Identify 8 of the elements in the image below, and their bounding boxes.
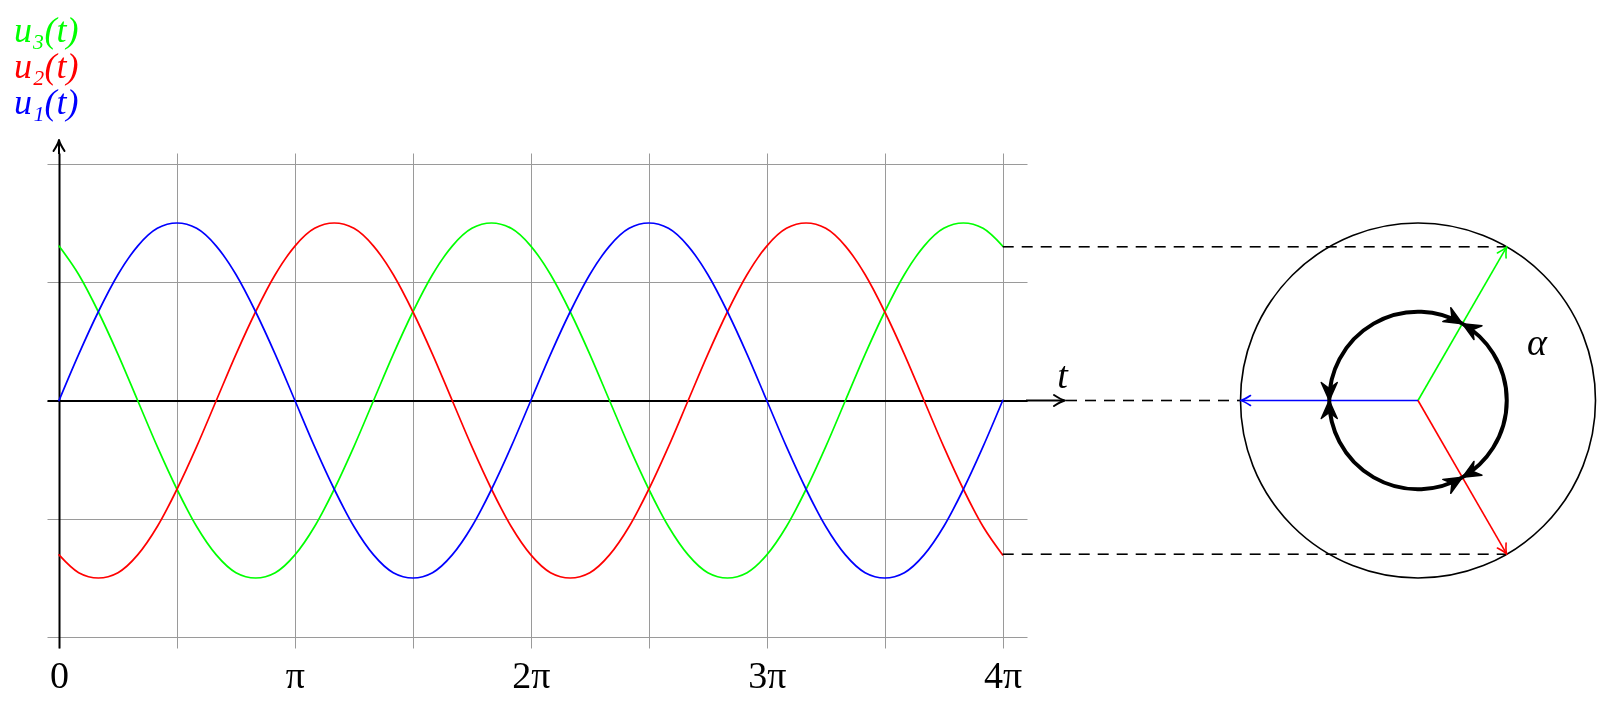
x-tick-label: 0 [50,653,70,696]
text: u₃(t) [14,10,79,50]
x-tick-label: π [285,653,306,696]
x-tick-label: 2π [512,653,551,696]
x-tick-label: 4π [984,653,1023,696]
x-tick-label: 3π [748,653,787,696]
x-axis-title: t [1057,354,1070,396]
text: α [1526,320,1548,363]
